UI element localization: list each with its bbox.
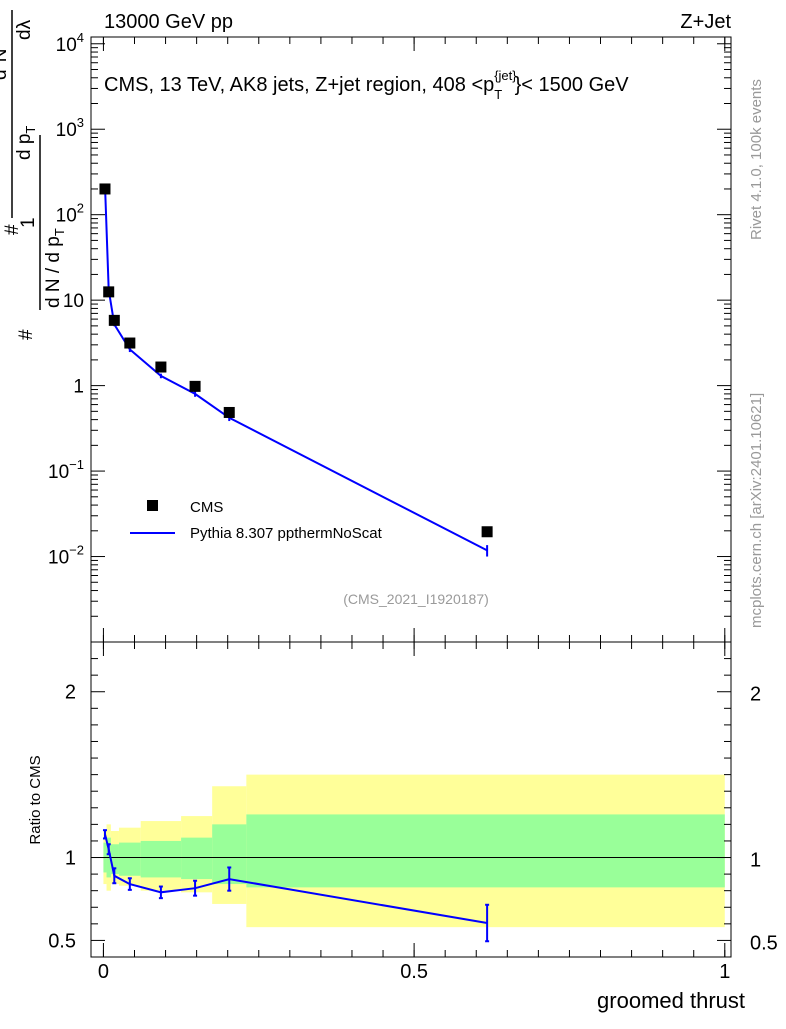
cms-data-point bbox=[223, 406, 235, 418]
y-tick-label: 103 bbox=[56, 115, 84, 141]
y-tick-label: 10−2 bbox=[48, 543, 84, 569]
main-frame bbox=[90, 36, 732, 643]
main-axis-ticks: 10−2 10−1 1 10 102 103 104 bbox=[48, 30, 731, 643]
main-panel: 10−2 10−1 1 10 102 103 104 CMS, 13 TeV, AK8 je… bbox=[0, 10, 732, 643]
y-tick-label: 104 bbox=[56, 30, 84, 56]
x-tick-label: 0 bbox=[98, 961, 109, 983]
side-rivet-label: Rivet 4.1.0, 100k events bbox=[748, 79, 765, 240]
ylabel-dpt: d pT bbox=[14, 126, 38, 160]
ylabel-hash2: # bbox=[2, 224, 23, 235]
band-inner bbox=[181, 837, 213, 880]
legend-pythia-label: Pythia 8.307 ppthermNoScat bbox=[190, 525, 383, 542]
legend: CMS Pythia 8.307 ppthermNoScat bbox=[130, 499, 383, 542]
cms-data-point bbox=[124, 337, 136, 349]
ratio-y-tick-label: 1 bbox=[65, 848, 76, 870]
band-inner bbox=[110, 844, 119, 875]
ratio-axis-ticks: 0.5 0.5 1 1 2 2 0 0.5 1 bbox=[48, 642, 778, 983]
plot-title: CMS, 13 TeV, AK8 jets, Z+jet region, 408… bbox=[104, 68, 629, 102]
ratio-panel: 0.5 0.5 1 1 2 2 0 0.5 1 Ratio to CMS groomed thr… bbox=[27, 641, 778, 1013]
main-ylabel: # 1 d N / d pT # d2N d pT dλ bbox=[0, 10, 67, 340]
header-process-label: Z+Jet bbox=[680, 11, 731, 33]
ratio-y-tick-label: 0.5 bbox=[48, 930, 76, 952]
band-inner bbox=[118, 842, 141, 876]
ratio-y-tick-label-right: 0.5 bbox=[750, 932, 778, 954]
plot-title-sup: {jet} bbox=[494, 68, 517, 83]
cms-data-point bbox=[108, 314, 120, 326]
y-tick-label: 10−1 bbox=[48, 457, 84, 483]
ratio-series-layer bbox=[102, 829, 490, 943]
cms-data-point bbox=[99, 183, 111, 195]
ylabel-dn: d N / d pT bbox=[43, 228, 67, 308]
band-inner bbox=[140, 840, 182, 878]
ratio-frame bbox=[90, 641, 732, 958]
x-tick-label: 1 bbox=[719, 961, 730, 983]
cms-data-point bbox=[189, 380, 201, 392]
ratio-y-tick-label-right: 1 bbox=[750, 850, 761, 872]
ylabel-one: 1 bbox=[18, 217, 39, 228]
ratio-uncertainty-bands bbox=[103, 774, 725, 928]
x-axis-label: groomed thrust bbox=[597, 988, 745, 1013]
cms-data-point bbox=[481, 526, 493, 538]
cms-data-point bbox=[103, 286, 115, 298]
ratio-y-tick-label-right: 2 bbox=[750, 684, 761, 706]
main-series-layer bbox=[99, 183, 493, 557]
ratio-y-tick-label: 2 bbox=[65, 682, 76, 704]
cms-data-point bbox=[155, 361, 167, 373]
y-tick-label: 1 bbox=[73, 377, 84, 398]
ylabel-hash: # bbox=[16, 329, 37, 340]
x-tick-label: 0.5 bbox=[400, 961, 428, 983]
legend-cms-label: CMS bbox=[190, 499, 223, 516]
y-tick-label: 10 bbox=[63, 291, 84, 312]
side-mcplots-label: mcplots.cern.ch [arXiv:2401.10621] bbox=[748, 393, 765, 628]
analysis-tag: (CMS_2021_I1920187) bbox=[343, 591, 489, 607]
ratio-ylabel: Ratio to CMS bbox=[27, 755, 44, 844]
plot-title-sub: T bbox=[494, 87, 502, 102]
header-collision-label: 13000 GeV pp bbox=[104, 11, 233, 33]
y-tick-label: 102 bbox=[56, 201, 84, 227]
ylabel-dlambda: dλ bbox=[14, 19, 35, 40]
legend-cms-marker bbox=[147, 500, 158, 511]
ylabel-d2n: d2N bbox=[0, 48, 11, 80]
band-inner bbox=[246, 814, 725, 888]
